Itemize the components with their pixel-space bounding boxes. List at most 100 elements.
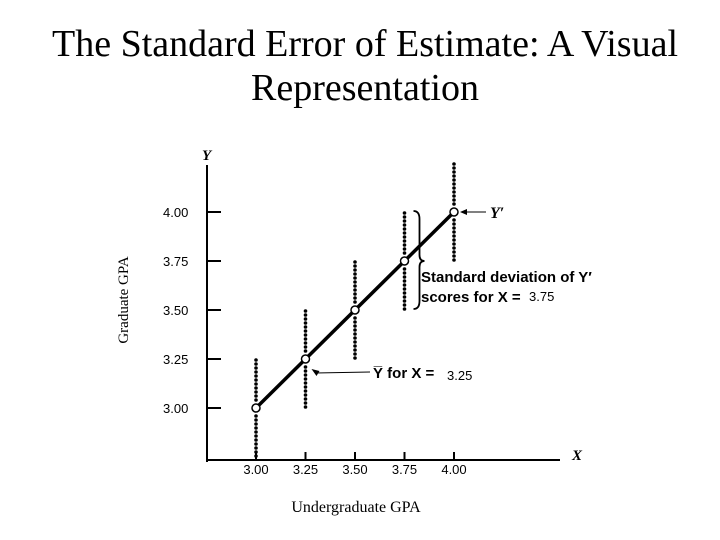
score-dot [303,397,308,401]
y-tick-label: 3.50 [163,303,188,318]
slide-title: The Standard Error of Estimate: A Visual… [52,23,678,109]
y-tick-label: 3.00 [163,401,188,416]
score-dot [254,378,258,382]
score-dot [254,362,258,366]
score-dot [353,264,357,268]
score-dot [353,348,357,352]
score-dot [402,283,407,287]
score-dot [402,219,407,223]
score-dot [353,336,357,340]
score-dot [452,226,456,230]
score-dot [254,434,258,438]
mean-point [350,305,360,315]
score-dot [353,320,357,324]
score-dot [353,276,357,280]
x-tick-label: 4.00 [441,462,466,477]
score-dot [303,317,308,321]
score-dot [452,190,456,194]
score-dot [353,340,357,344]
score-dot [402,287,407,291]
std-dev-label-line2: scores for X = [421,289,521,306]
x-tick-label: 3.75 [392,462,417,477]
mean-pointer-line [315,371,371,374]
score-dot [402,215,407,219]
score-dot [452,174,456,178]
x-tick-label: 3.50 [342,462,367,477]
score-dot [402,279,407,283]
score-dot [254,370,258,374]
score-dot [353,344,357,348]
score-dot [452,218,456,222]
mean-point [251,403,261,413]
score-dot [452,178,456,182]
score-dot [402,295,407,299]
score-dot [254,446,258,450]
score-dot [254,450,258,454]
score-dot [303,377,308,381]
score-dot [402,307,407,311]
mean-x-value: 3.25 [447,368,472,383]
score-dot [402,227,407,231]
score-dot [303,365,308,369]
score-dot [452,246,456,250]
score-dot [353,284,357,288]
score-dot [402,223,407,227]
score-dot [353,272,357,276]
x-axis-label: Undergraduate GPA [291,499,421,516]
score-dot [402,231,407,235]
score-dot [452,186,456,190]
score-dot [303,309,308,313]
score-dot [452,222,456,226]
score-dot [452,162,456,166]
score-dot [353,356,357,360]
score-dot [303,325,308,329]
score-dot [303,393,308,397]
score-dot [452,250,456,254]
std-dev-brace [413,210,425,310]
std-dev-label-line1: Standard deviation of Y′ [421,269,592,286]
score-dot [353,300,357,304]
score-dot [254,438,258,442]
score-dot [452,254,456,258]
score-dot [303,381,308,385]
y-tick-label: 3.25 [163,352,188,367]
score-dot [402,299,407,303]
score-dot [402,291,407,295]
score-dot [402,303,407,307]
score-dot [303,321,308,325]
score-dot [353,288,357,292]
score-dot [254,442,258,446]
score-dot [353,292,357,296]
score-dot [402,247,407,251]
score-dot [353,316,357,320]
score-dot [303,341,308,345]
x-axis-symbol: X [571,448,583,464]
score-dot [254,366,258,370]
score-dot [303,389,308,393]
y-tick-label: 3.75 [163,254,188,269]
score-dot [254,430,258,434]
score-dot [353,296,357,300]
score-dot [303,405,308,409]
score-dot [254,422,258,426]
score-dot [254,382,258,386]
score-dot [254,386,258,390]
score-dot [353,324,357,328]
score-dot [402,267,407,271]
score-dot [452,202,456,206]
mean-point [399,256,410,266]
score-dot [452,258,456,262]
score-dot [254,454,258,458]
score-dot [254,418,258,422]
score-dot [452,234,456,238]
y-axis-label: Graduate GPA [116,256,132,344]
score-dot [452,238,456,242]
score-dot [254,414,258,418]
score-dot [452,166,456,170]
score-dot [303,385,308,389]
score-dot [353,328,357,332]
x-tick-label: 3.25 [293,462,318,477]
score-dot [452,230,456,234]
